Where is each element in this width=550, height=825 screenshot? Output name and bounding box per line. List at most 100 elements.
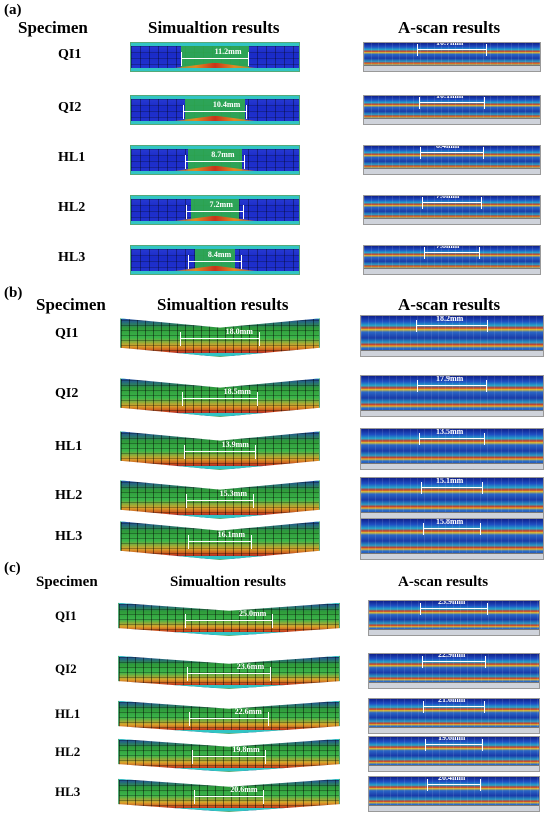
simulation-value: 25.0mm [239, 608, 267, 618]
damage-band [151, 215, 279, 224]
ascan-image: 7.8mm [363, 245, 541, 275]
scan-axis [364, 168, 540, 174]
ascan-image: 10.7mm [363, 42, 541, 72]
damage-band [151, 165, 279, 174]
ascan-value: 23.9mm [438, 600, 466, 607]
measure-line [421, 481, 483, 494]
edge-line [121, 353, 319, 356]
simulation-value: 7.2mm [209, 200, 233, 210]
edge-line [119, 730, 339, 733]
panel-2: (c) Specimen Simualtion results A-scan resu… [0, 560, 550, 825]
measure-line [183, 105, 247, 120]
measure-line [193, 789, 265, 804]
specimen-label: HL1 [55, 439, 83, 454]
scan-axis [364, 218, 540, 224]
specimen-label: QI1 [55, 326, 79, 341]
edge-line [119, 685, 339, 688]
simulation-value: 19.8mm [232, 744, 260, 754]
measure-line [425, 739, 483, 752]
simulation-value: 23.6mm [236, 661, 265, 671]
measure-line [421, 656, 487, 669]
simulation-header: Simualtion results [170, 574, 286, 590]
mesh-grid [121, 318, 319, 356]
mesh-grid [119, 655, 339, 688]
specimen-label: QI2 [58, 100, 82, 115]
panel-0: (a) Specimen Simualtion results A-scan resu… [0, 0, 550, 275]
measure-line [422, 197, 482, 210]
edge-line [131, 171, 299, 174]
edge-line [119, 738, 339, 740]
measure-line [188, 255, 242, 270]
specimen-header: Specimen [36, 574, 98, 590]
simulation-value: 20.6mm [230, 784, 258, 794]
mesh-grid [119, 738, 339, 771]
specimen-label: HL3 [58, 250, 86, 265]
measure-line [420, 147, 485, 160]
specimen-label: HL1 [58, 150, 86, 165]
ascan-value: 15.8mm [436, 518, 464, 526]
ascan-image: 8.4mm [363, 145, 541, 175]
ascan-value: 17.9mm [436, 375, 464, 383]
panel-label: (a) [4, 2, 22, 18]
edge-line [121, 556, 319, 559]
scan-axis [361, 553, 543, 559]
scan-axis [369, 805, 539, 811]
specimen-label: HL1 [55, 706, 81, 721]
scan-axis [364, 65, 540, 71]
simulation-value: 16.1mm [217, 530, 245, 539]
edge-line [121, 515, 319, 518]
ascan-image: 17.9mm [360, 375, 544, 417]
mesh-grid [121, 521, 319, 559]
simulation-image: 22.6mm [118, 700, 340, 734]
ascan-image: 15.8mm [360, 518, 544, 560]
scan-axis [364, 268, 540, 274]
ascan-image: 21.6mm [368, 698, 540, 734]
edge-line [119, 808, 339, 811]
edge-line [121, 480, 319, 481]
measure-line [185, 613, 273, 628]
specimen-label: HL3 [55, 784, 81, 799]
edge-line [121, 466, 319, 469]
simulation-image: 15.3mm [120, 480, 320, 519]
scan-axis [364, 118, 540, 124]
scan-axis [369, 765, 539, 771]
scan-axis [369, 682, 539, 688]
measure-line [423, 247, 481, 260]
simulation-value: 8.4mm [207, 250, 232, 260]
edge-line [121, 378, 319, 379]
simulation-value: 15.3mm [219, 489, 247, 498]
ascan-value: 8.4mm [436, 145, 460, 151]
simulation-value: 10.4mm [212, 100, 241, 110]
scan-axis [369, 629, 539, 635]
edge-line [121, 318, 319, 319]
simulation-value: 22.6mm [234, 706, 262, 716]
measure-line [184, 445, 256, 459]
simulation-image: 8.7mm [130, 145, 300, 175]
measure-line [181, 52, 249, 67]
ascan-value: 7.0mm [436, 195, 460, 201]
damage-band [151, 62, 279, 71]
ascan-header: A-scan results [398, 574, 489, 590]
edge-line [119, 655, 339, 657]
specimen-label: QI2 [55, 386, 79, 401]
measure-line [422, 522, 482, 535]
simulation-image: 10.4mm [130, 95, 300, 125]
ascan-value: 22.9mm [438, 653, 466, 660]
panel-label: (c) [4, 560, 21, 576]
measure-line [417, 379, 487, 392]
scan-axis [361, 512, 543, 518]
scan-axis [361, 463, 543, 469]
measure-line [426, 779, 482, 792]
measure-line [186, 494, 254, 508]
simulation-value: 8.7mm [211, 150, 235, 160]
edge-line [131, 196, 299, 199]
damage-band [151, 265, 279, 274]
edge-line [131, 121, 299, 124]
simulation-image: 16.1mm [120, 521, 320, 560]
simulation-image: 7.2mm [130, 195, 300, 225]
mesh-grid [119, 700, 339, 733]
ascan-value: 18.2mm [436, 315, 464, 323]
simulation-image: 18.5mm [120, 378, 320, 417]
measure-line [418, 97, 486, 110]
measure-line [419, 432, 485, 445]
